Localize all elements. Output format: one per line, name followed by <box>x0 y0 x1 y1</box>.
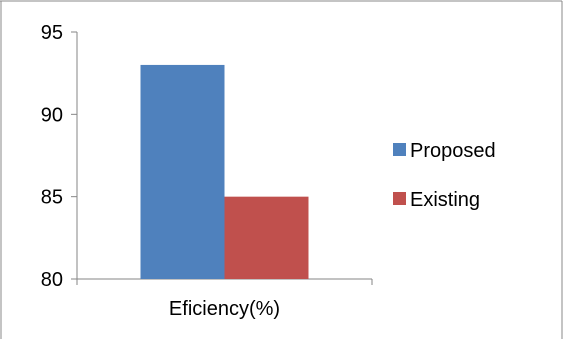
x-category-label: Eficiency(%) <box>169 298 280 320</box>
legend-label-proposed: Proposed <box>410 140 496 162</box>
y-tick-label: 95 <box>41 22 63 44</box>
legend-label-existing: Existing <box>410 189 480 211</box>
y-tick-label: 80 <box>41 269 63 291</box>
bar-proposed <box>140 64 225 279</box>
y-axis: 80 85 90 95 <box>41 22 78 291</box>
legend-swatch-existing <box>393 192 406 205</box>
legend: Proposed Existing <box>393 140 496 211</box>
y-tick-label: 85 <box>41 187 63 209</box>
y-tick-label: 90 <box>41 104 63 126</box>
x-axis: Eficiency(%) <box>76 278 373 320</box>
bar-existing <box>224 196 309 279</box>
bars <box>140 64 309 279</box>
legend-swatch-proposed <box>393 143 406 156</box>
